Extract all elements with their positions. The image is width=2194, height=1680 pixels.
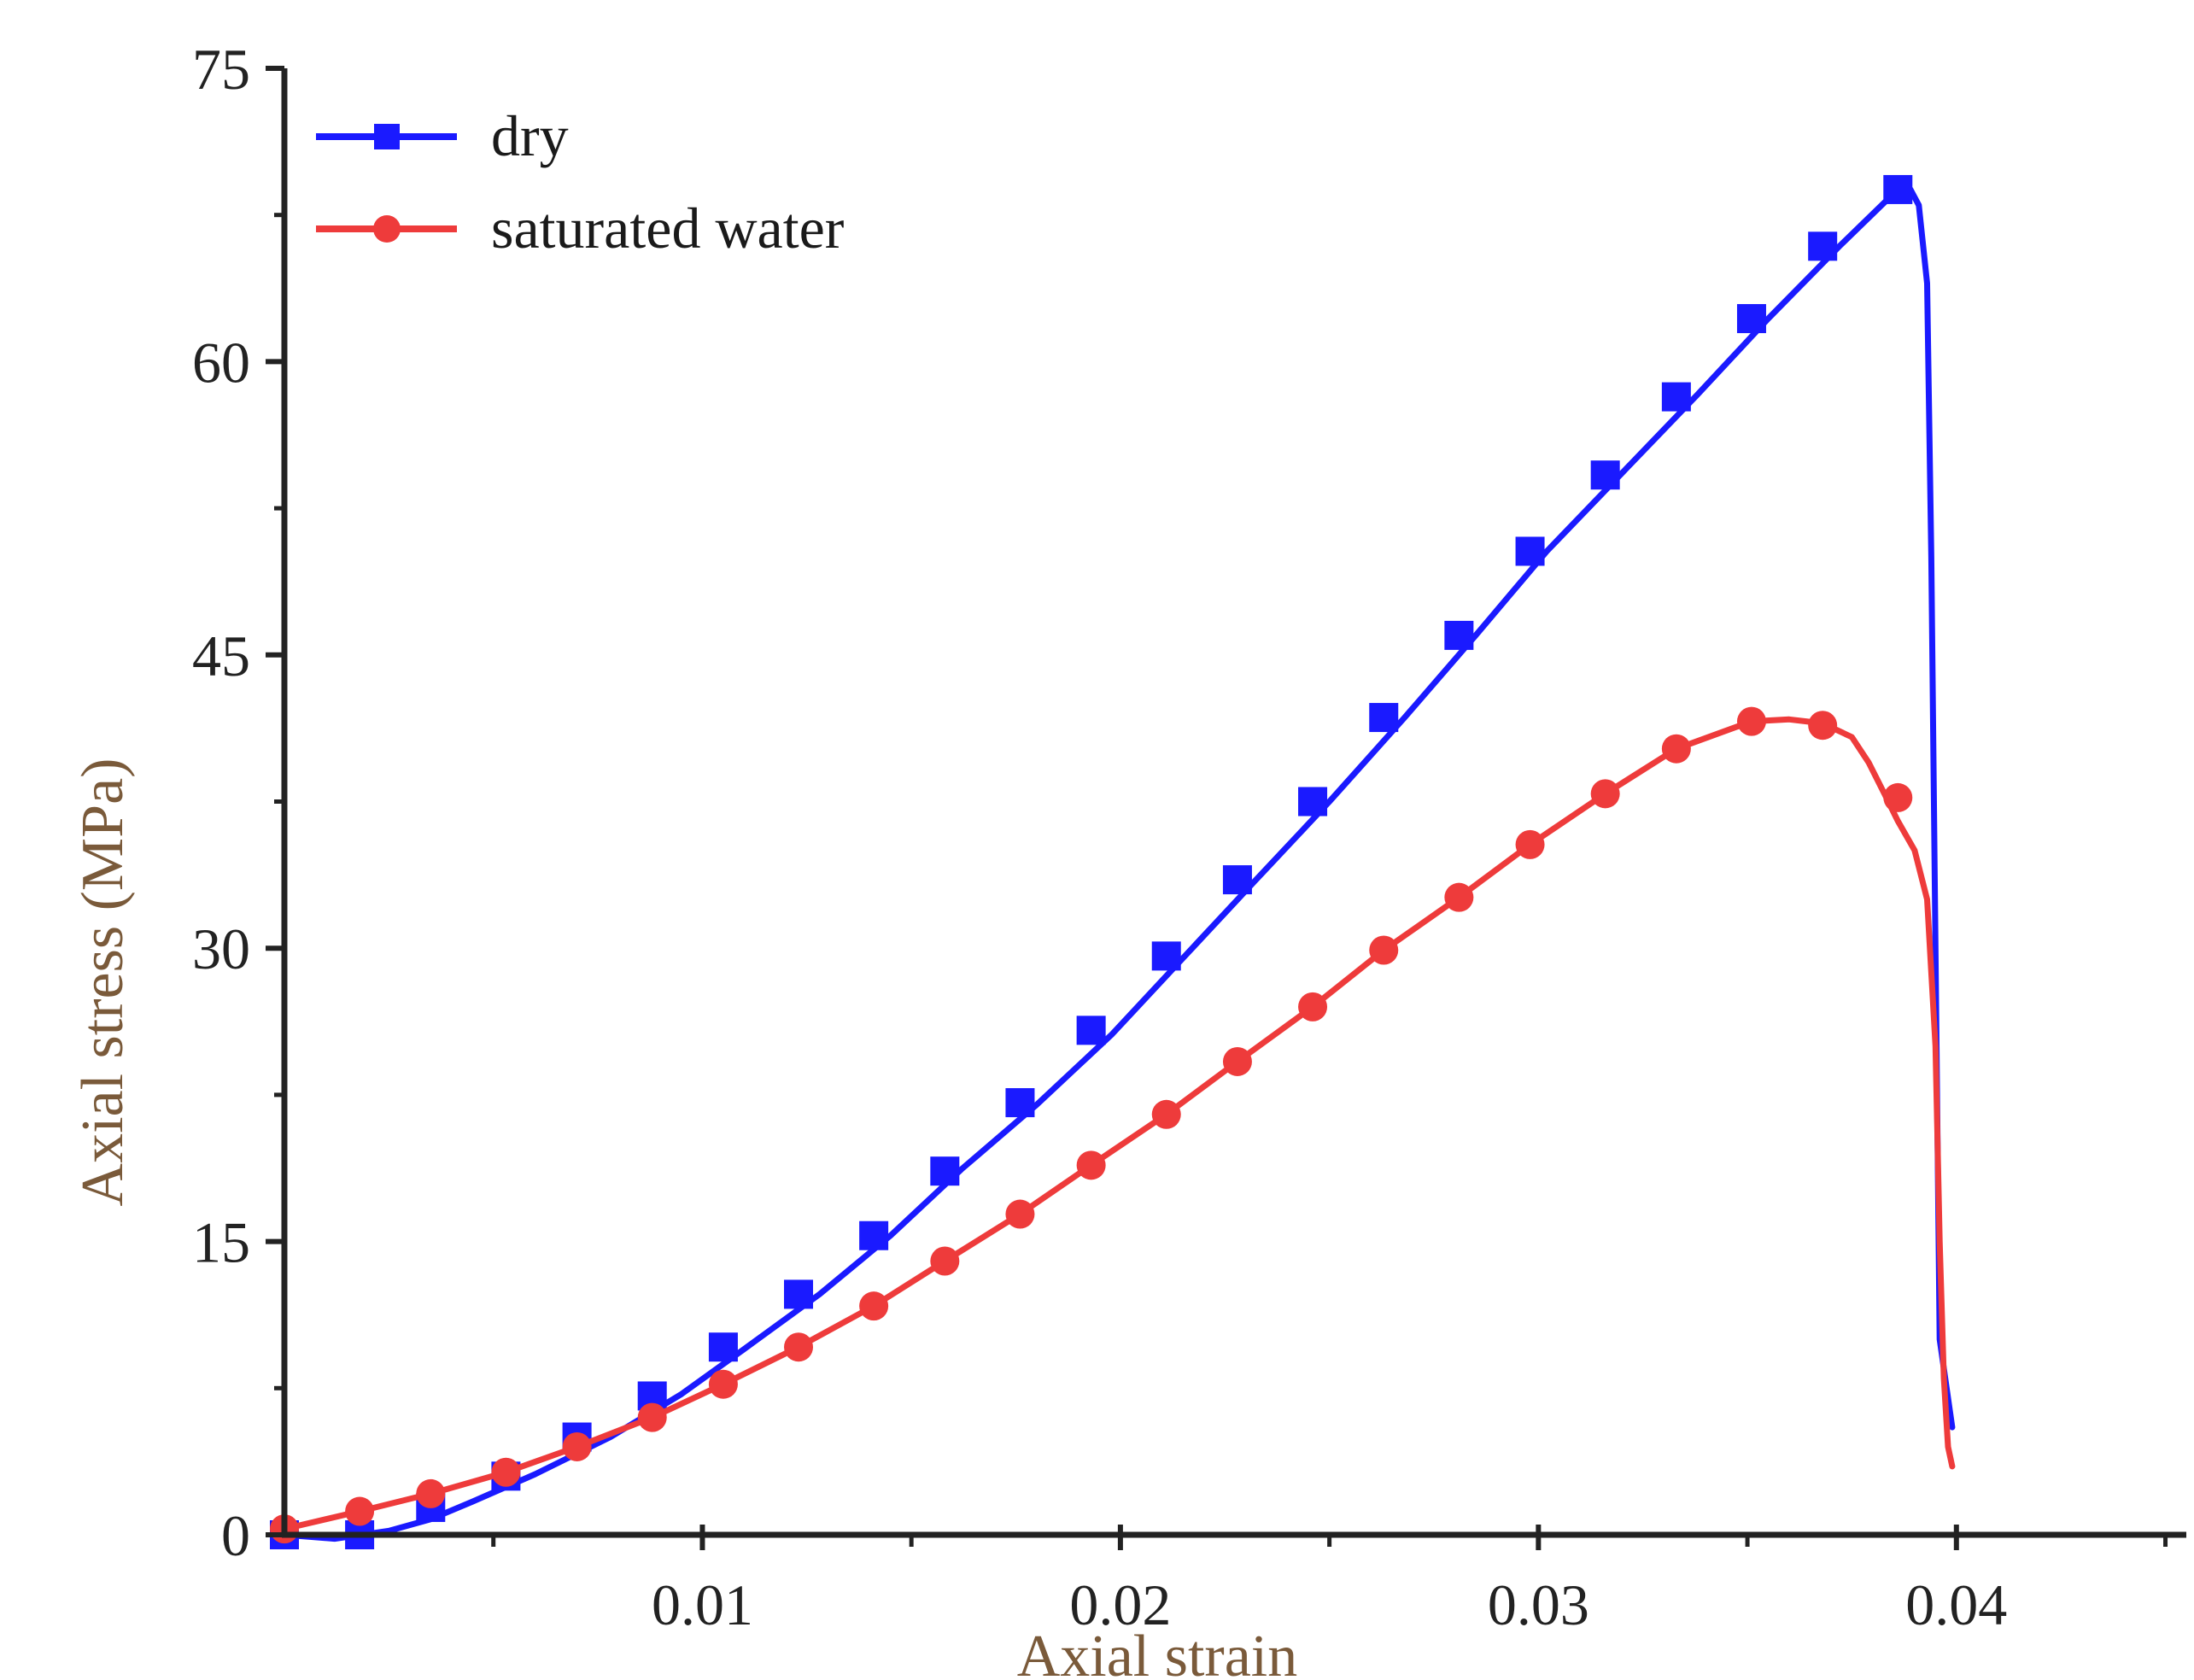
data-point-saturated-water bbox=[1515, 829, 1545, 859]
x-axis-title: Axial strain bbox=[1017, 1624, 1298, 1680]
data-point-dry bbox=[1005, 1088, 1035, 1118]
legend: dry saturated water bbox=[316, 103, 845, 260]
data-point-dry bbox=[859, 1220, 889, 1250]
data-point-saturated-water bbox=[1883, 782, 1913, 812]
data-point-dry bbox=[1590, 460, 1620, 490]
data-point-dry bbox=[1883, 174, 1913, 204]
series-layer bbox=[270, 174, 1956, 1549]
y-tick-label: 30 bbox=[192, 916, 250, 981]
legend-marker-dry bbox=[374, 124, 400, 149]
tick-layer: 0 15 30 45 60 75 0.01 0.02 0.03 0.04 bbox=[192, 37, 2168, 1637]
data-point-dry bbox=[1222, 865, 1252, 895]
legend-label-dry: dry bbox=[491, 103, 569, 168]
data-point-dry bbox=[1808, 231, 1838, 261]
data-point-saturated-water bbox=[416, 1478, 446, 1508]
data-point-saturated-water bbox=[708, 1369, 738, 1399]
data-point-saturated-water bbox=[1369, 935, 1399, 965]
data-point-saturated-water bbox=[1808, 711, 1838, 740]
y-tick-label: 0 bbox=[221, 1503, 250, 1568]
y-tick-label: 45 bbox=[192, 623, 250, 688]
data-point-saturated-water bbox=[930, 1246, 960, 1276]
data-point-saturated-water bbox=[491, 1457, 521, 1487]
data-point-saturated-water bbox=[562, 1431, 592, 1461]
data-point-dry bbox=[1661, 382, 1691, 412]
data-point-dry bbox=[1736, 304, 1766, 334]
y-axis-title: Axial stress (MPa) bbox=[70, 758, 136, 1207]
data-point-dry bbox=[1151, 941, 1181, 971]
data-point-saturated-water bbox=[784, 1332, 814, 1362]
data-point-saturated-water bbox=[1298, 992, 1328, 1021]
data-point-saturated-water bbox=[1590, 779, 1620, 809]
data-point-dry bbox=[1515, 536, 1545, 566]
data-point-dry bbox=[708, 1332, 738, 1362]
data-point-dry bbox=[930, 1156, 960, 1186]
data-point-saturated-water bbox=[859, 1291, 889, 1321]
data-point-saturated-water bbox=[345, 1496, 375, 1526]
series-line-dry bbox=[281, 186, 1956, 1542]
data-point-dry bbox=[1444, 620, 1474, 650]
data-point-saturated-water bbox=[1444, 882, 1474, 912]
y-tick-label: 60 bbox=[192, 330, 250, 395]
data-point-saturated-water bbox=[1661, 734, 1691, 764]
data-point-dry bbox=[1076, 1016, 1106, 1045]
y-tick-label: 75 bbox=[192, 37, 250, 102]
x-tick-label: 0.04 bbox=[1905, 1572, 2007, 1637]
data-point-saturated-water bbox=[1151, 1099, 1181, 1129]
x-tick-label: 0.01 bbox=[652, 1572, 753, 1637]
data-point-dry bbox=[1369, 703, 1399, 733]
data-point-saturated-water bbox=[1005, 1199, 1035, 1229]
data-point-saturated-water bbox=[637, 1402, 667, 1432]
legend-marker-saturated-water bbox=[373, 215, 401, 243]
x-tick-label: 0.02 bbox=[1069, 1572, 1171, 1637]
data-point-saturated-water bbox=[1076, 1150, 1106, 1180]
data-point-saturated-water bbox=[1222, 1046, 1252, 1076]
x-tick-label: 0.03 bbox=[1488, 1572, 1589, 1637]
legend-label-saturated-water: saturated water bbox=[491, 196, 845, 260]
data-point-dry bbox=[1298, 787, 1328, 817]
y-tick-label: 15 bbox=[192, 1210, 250, 1275]
series-line-saturated-water bbox=[281, 716, 1956, 1532]
data-point-saturated-water bbox=[1736, 706, 1766, 736]
data-point-dry bbox=[784, 1279, 814, 1309]
